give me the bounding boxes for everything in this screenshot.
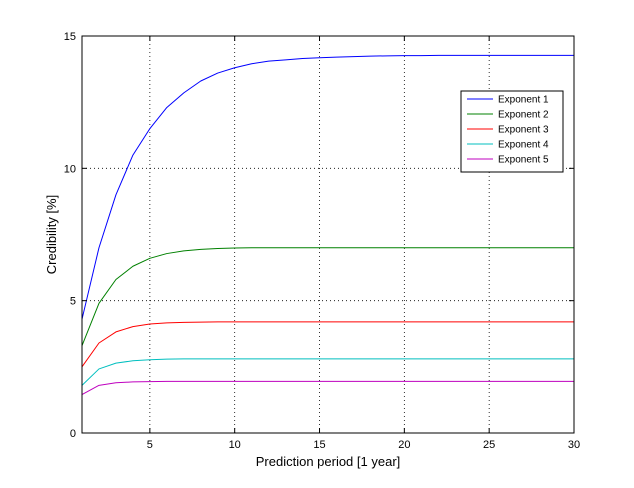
series-layer	[81, 54, 574, 396]
legend-label-exponent-2: Exponent 2	[498, 110, 549, 121]
legend-label-exponent-3: Exponent 3	[498, 125, 549, 136]
x-tick-label: 30	[568, 439, 580, 451]
series-line-exponent-3	[81, 321, 574, 368]
ticks: 5 10 15 20 25 30 0 5 10 15	[64, 31, 580, 451]
x-tick-label: 25	[483, 439, 495, 451]
series-line-exponent-2	[81, 247, 574, 346]
legend-label-exponent-4: Exponent 4	[498, 140, 549, 151]
y-tick-label: 0	[70, 428, 76, 440]
y-tick-label: 10	[64, 163, 76, 175]
x-tick-label: 5	[147, 439, 153, 451]
series-line-exponent-1	[81, 54, 574, 320]
x-axis-title: Prediction period [1 year]	[256, 454, 401, 469]
series-line-exponent-5	[81, 380, 574, 396]
y-tick-label: 5	[70, 296, 76, 308]
x-tick-label: 10	[229, 439, 241, 451]
x-tick-label: 20	[398, 439, 410, 451]
y-tick-label: 15	[64, 31, 76, 43]
legend-label-exponent-5: Exponent 5	[498, 155, 549, 166]
y-axis-title: Credibility [%]	[44, 195, 59, 274]
legend-label-exponent-1: Exponent 1	[498, 95, 549, 106]
legend: Exponent 1 Exponent 2 Exponent 3 Exponent 4…	[460, 90, 564, 173]
x-tick-label: 15	[313, 439, 325, 451]
plot-frame	[81, 35, 575, 434]
series-line-exponent-4	[81, 358, 574, 386]
